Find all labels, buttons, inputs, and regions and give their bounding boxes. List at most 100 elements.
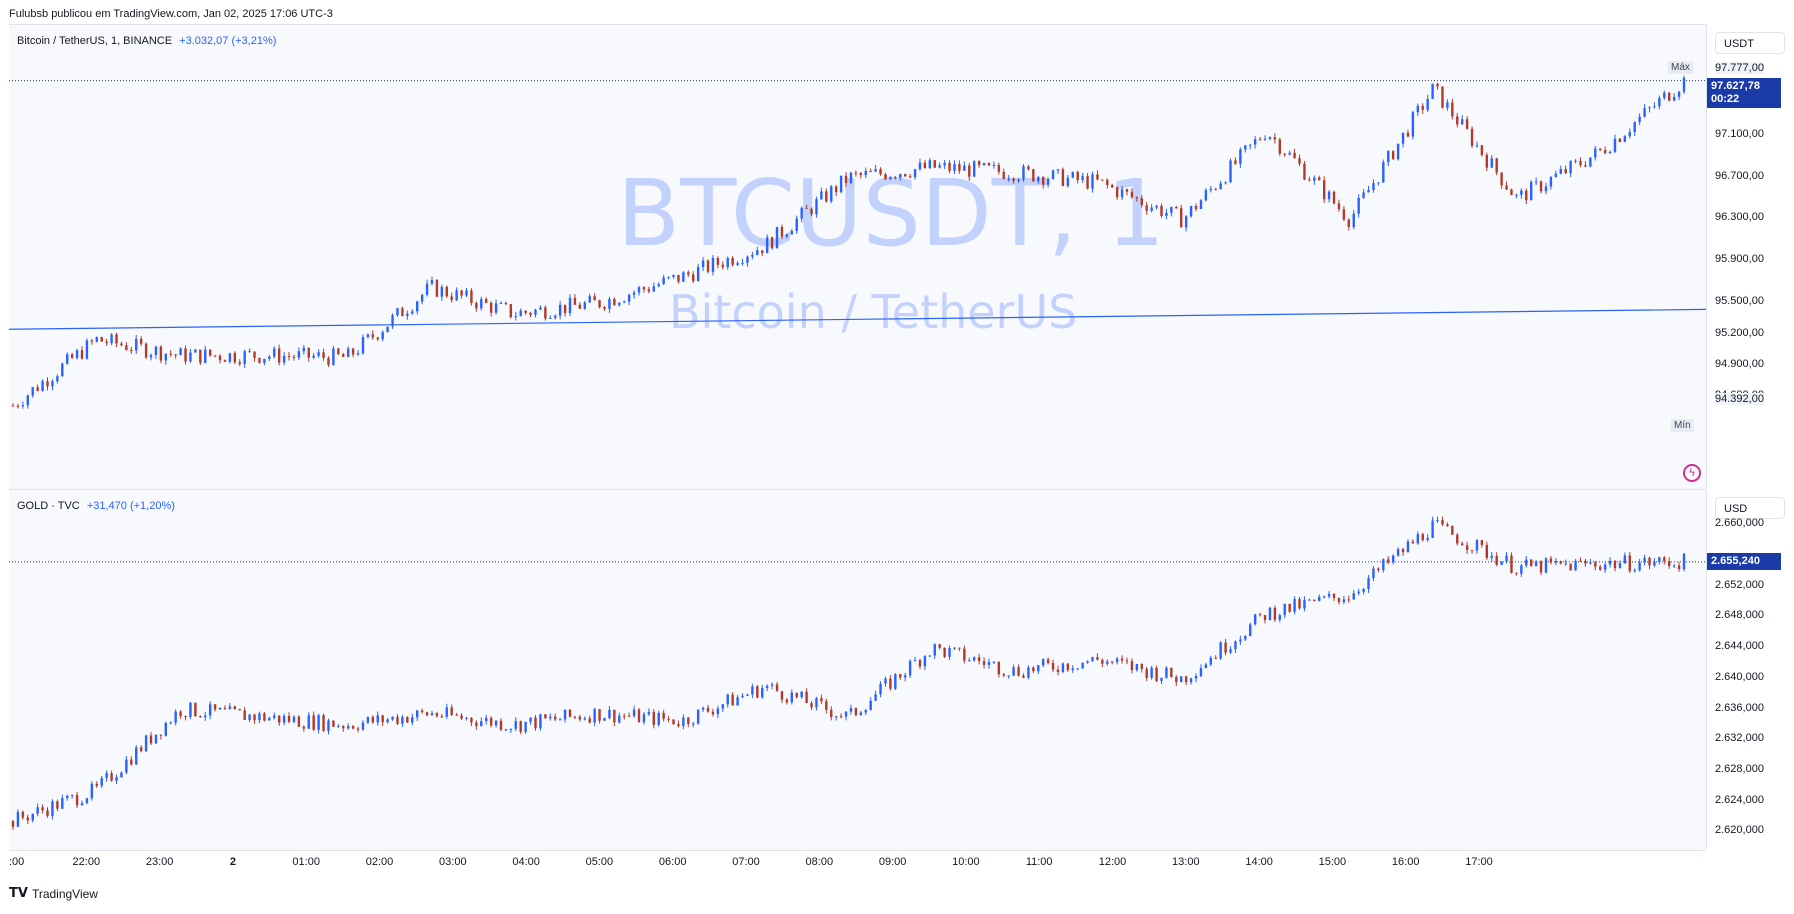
candle-body (968, 165, 971, 177)
candle-body (1554, 560, 1558, 563)
candle-body (603, 718, 606, 721)
candle-body (307, 347, 310, 358)
candle-body (381, 715, 384, 723)
candle-body (1219, 183, 1222, 190)
candle-body (485, 717, 488, 722)
time-tick: 06:00 (658, 856, 687, 868)
candle-body (189, 702, 192, 717)
candle-body (1249, 624, 1252, 637)
candle-body (1120, 658, 1124, 661)
candle-body (706, 260, 710, 272)
candle-body (302, 726, 306, 729)
candle-body (1244, 636, 1247, 640)
candle-body (371, 716, 375, 723)
candle-body (741, 262, 744, 264)
candle-body (834, 186, 838, 193)
candle-body (1037, 665, 1040, 672)
candle-body (455, 290, 458, 301)
tradingview-logo-icon: TV (9, 886, 28, 901)
candle-body (312, 355, 315, 358)
candle-body (1475, 540, 1479, 551)
candle-body (411, 717, 414, 723)
btc-legend[interactable]: Bitcoin / TetherUS, 1, BINANCE +3.032,07… (17, 35, 276, 47)
candle-body (1451, 526, 1454, 535)
candle-body (864, 710, 867, 713)
candle-body (425, 283, 429, 295)
candle-body (1391, 151, 1395, 160)
time-axis[interactable]: :00 22:00 23:00 2 01:00 02:00 03:00 04:00 05:00 0… (9, 850, 1706, 880)
candle-body (80, 350, 84, 359)
candle-body (1362, 192, 1365, 198)
candle-body (1007, 178, 1010, 180)
trend-line[interactable] (9, 308, 1706, 330)
candle-body (1352, 593, 1355, 600)
candle-body (1224, 642, 1227, 653)
lightning-alert-icon[interactable]: ϟ (1683, 464, 1701, 482)
candle-body (1140, 663, 1143, 669)
time-tick: 08:00 (805, 856, 834, 868)
candle-body (918, 162, 922, 170)
gold-price-tick: 2.660,000 (1715, 517, 1764, 530)
candle-body (223, 360, 227, 362)
gold-price-axis[interactable]: USD 2.660,000 2.652,000 2.648,000 2.644,000… (1706, 489, 1794, 849)
candle-body (396, 716, 399, 724)
gold-legend[interactable]: GOLD · TVC +31,470 (+1,20%) (17, 500, 175, 512)
candle-body (997, 661, 1001, 675)
candle-body (26, 817, 29, 821)
gold-currency-button[interactable]: USD (1715, 497, 1785, 519)
candle-body (179, 348, 182, 356)
candle-body (568, 709, 572, 717)
candle-body (327, 720, 330, 731)
time-tick: 15:00 (1318, 856, 1347, 868)
candle-body (928, 160, 932, 169)
candle-body (248, 351, 251, 353)
candle-body (1155, 205, 1158, 208)
candle-body (401, 716, 404, 724)
gold-candles[interactable] (9, 490, 1706, 850)
candle-body (1337, 203, 1341, 210)
btc-price-axis[interactable]: USDT 97.777,00 97.627,78 00:22 97.100,00… (1706, 24, 1794, 488)
candle-body (608, 298, 611, 309)
candle-body (1372, 183, 1375, 190)
candle-body (1313, 599, 1316, 601)
candle-body (1342, 599, 1346, 603)
candle-body (1135, 197, 1139, 199)
candle-body (1273, 607, 1277, 620)
candle-body (327, 357, 330, 365)
btc-currency-button[interactable]: USDT (1715, 32, 1785, 54)
candle-body (1017, 667, 1020, 676)
candle-body (1273, 137, 1277, 140)
gold-chart-pane[interactable]: GOLD · TVC +31,470 (+1,20%) (9, 489, 1706, 851)
candle-body (1061, 663, 1065, 672)
btc-chart-pane[interactable]: Bitcoin / TetherUS, 1, BINANCE +3.032,07… (9, 24, 1706, 490)
candle-body (696, 709, 700, 724)
candle-body (1426, 98, 1429, 110)
candle-body (41, 381, 44, 391)
candle-body (337, 726, 340, 728)
candle-body (218, 707, 222, 710)
candle-body (667, 276, 670, 278)
candle-body (1574, 160, 1577, 162)
candle-body (963, 165, 966, 171)
candle-body (1362, 589, 1365, 592)
candle-body (642, 287, 646, 290)
btc-candles[interactable] (9, 25, 1706, 489)
candle-body (430, 713, 434, 716)
candle-body (963, 648, 966, 661)
candle-body (1278, 139, 1282, 154)
candle-body (1244, 145, 1247, 150)
candle-body (1086, 176, 1089, 189)
candle-body (1372, 568, 1375, 579)
candle-body (1436, 519, 1439, 521)
candle-body (1120, 189, 1124, 198)
candle-body (1505, 555, 1508, 562)
gold-price-tick: 2.624,000 (1715, 793, 1764, 806)
candle-body (1510, 189, 1513, 196)
gold-price-tick: 2.644,000 (1715, 640, 1764, 653)
candle-body (549, 716, 552, 719)
candle-body (361, 722, 365, 730)
candle-body (1125, 660, 1129, 662)
candle-body (11, 405, 15, 407)
candle-body (701, 260, 705, 268)
candle-body (869, 700, 872, 711)
